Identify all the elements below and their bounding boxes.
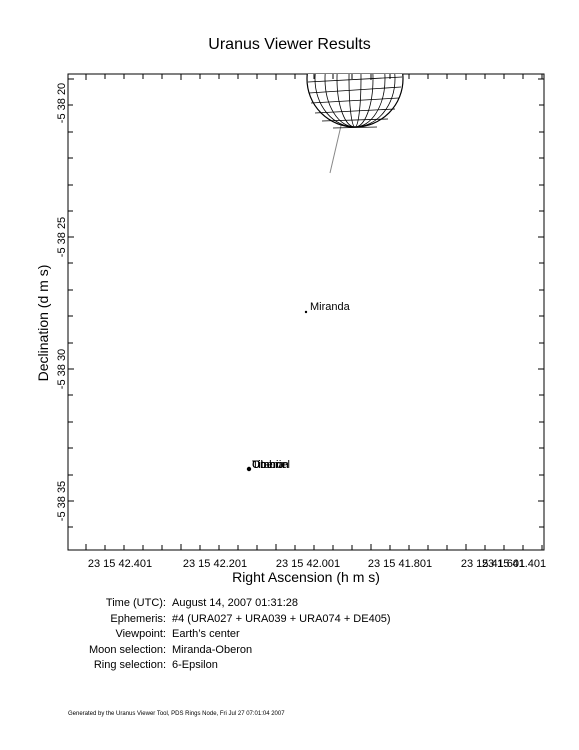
info-label: Ephemeris: xyxy=(110,612,166,625)
moon-label-miranda: Miranda xyxy=(310,301,351,313)
y-ticks xyxy=(68,78,544,528)
info-value: Miranda-Oberon xyxy=(172,643,253,656)
x-axis-title: Right Ascension (h m s) xyxy=(232,569,380,585)
generator-footer: Generated by the Uranus Viewer Tool, PDS… xyxy=(68,711,285,717)
sky-plot: 23 15 42.401 23 15 42.201 23 15 42.001 2… xyxy=(35,73,546,585)
x-tick-label: 23 15 41.401 xyxy=(482,558,546,570)
moon-label-oberon: Oberon xyxy=(252,459,289,471)
uranus-planet xyxy=(306,74,404,174)
info-value: August 14, 2007 01:31:28 xyxy=(172,597,298,609)
uranus-grid xyxy=(307,74,403,129)
y-tick-label: -5 38 35 xyxy=(56,481,68,521)
info-row-moon-selection: Moon selection: Miranda-Oberon xyxy=(0,644,579,660)
info-row-ring-selection: Ring selection: 6-Epsilon xyxy=(0,659,579,675)
x-tick-label: 23 15 42.201 xyxy=(183,558,247,570)
page-title: Uranus Viewer Results xyxy=(208,36,371,53)
info-row-viewpoint: Viewpoint: Earth’s center xyxy=(0,628,579,644)
observation-info: Time (UTC): August 14, 2007 01:31:28 Eph… xyxy=(0,597,579,675)
info-row-time: Time (UTC): August 14, 2007 01:31:28 xyxy=(0,597,579,613)
x-tick-label: 23 15 41.601 xyxy=(461,558,525,570)
y-tick-label: -5 38 20 xyxy=(56,83,68,123)
y-axis-title: Declination (d m s) xyxy=(35,265,51,382)
moon-marker-miranda xyxy=(304,310,308,314)
y-tick-label: -5 38 25 xyxy=(56,217,68,257)
x-tick-label: 23 15 41.801 xyxy=(368,558,432,570)
y-tick-label: -5 38 30 xyxy=(56,349,68,389)
info-label: Moon selection: xyxy=(88,643,166,656)
info-value: #4 (URA027 + URA039 + URA074 + DE405) xyxy=(172,612,391,625)
plot-frame xyxy=(67,73,545,551)
x-tick-label: 23 15 42.001 xyxy=(276,558,340,570)
x-tick-label: 23 15 42.401 xyxy=(88,558,152,570)
moon-label-titania: Titania xyxy=(252,459,285,471)
moon-label-umbriel: Umbriel xyxy=(252,459,290,471)
info-label: Viewpoint: xyxy=(115,628,166,640)
info-label: Time (UTC): xyxy=(105,597,166,609)
info-value: 6-Epsilon xyxy=(172,659,218,671)
info-value: Earth’s center xyxy=(172,628,240,640)
info-row-ephemeris: Ephemeris: #4 (URA027 + URA039 + URA074 … xyxy=(0,613,579,629)
info-label: Ring selection: xyxy=(93,659,166,671)
x-ticks xyxy=(85,74,543,550)
moon-marker-oberon xyxy=(246,466,252,472)
